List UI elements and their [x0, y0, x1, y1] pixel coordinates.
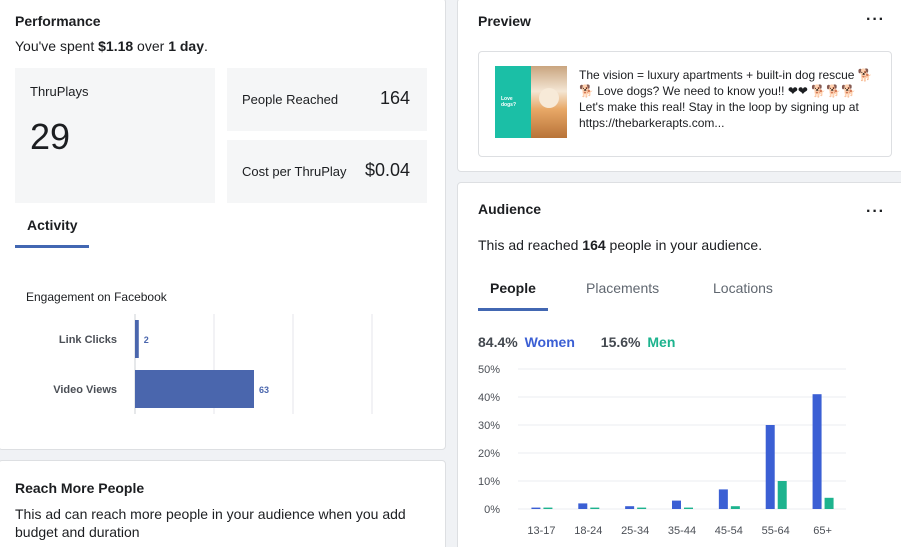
tab-locations[interactable]: Locations: [713, 280, 773, 296]
audience-reach-summary: This ad reached 164 people in your audie…: [478, 237, 763, 253]
gender-split: 84.4% Women 15.6% Men: [478, 334, 675, 350]
spend-summary: You've spent $1.18 over 1 day.: [15, 38, 208, 54]
audience-more-options-icon[interactable]: ···: [866, 203, 885, 220]
audience-bar-women: [672, 500, 681, 509]
engagement-bar: [135, 370, 254, 408]
audience-x-tick-label: 55-64: [762, 525, 790, 537]
audience-bar-women: [718, 489, 728, 509]
audience-bar-men: [590, 507, 600, 509]
performance-title: Performance: [15, 13, 101, 29]
audience-y-tick-label: 40%: [478, 392, 500, 404]
engagement-value-label: 63: [259, 385, 269, 395]
audience-x-tick-label: 13-17: [527, 525, 555, 537]
men-percent: 15.6%: [600, 334, 641, 350]
audience-bar-women: [765, 425, 775, 509]
reach-more-card: Reach More People This ad can reach more…: [0, 460, 446, 547]
engagement-bar: [135, 320, 139, 358]
preview-card: Preview ··· Love dogs? The vision = luxu…: [457, 0, 901, 172]
audience-x-tick-label: 35-44: [668, 525, 696, 537]
audience-bar-women: [531, 507, 541, 509]
ad-thumbnail-text: Love dogs?: [501, 96, 516, 108]
ad-text: The vision = luxury apartments + built-i…: [579, 68, 873, 130]
engagement-title: Engagement on Facebook: [26, 290, 167, 304]
ad-thumbnail: Love dogs?: [495, 66, 567, 138]
audience-bar-men: [684, 507, 693, 509]
age-gender-chart: 0% 10% 20% 30% 40% 50% 13-17 18-24 25-34 35-44 45-…: [478, 364, 846, 537]
engagement-category-label: Video Views: [53, 384, 117, 396]
audience-bar-women: [625, 506, 635, 509]
audience-card: Audience ··· This ad reached 164 people …: [457, 182, 901, 547]
preview-more-options-icon[interactable]: ···: [866, 11, 885, 28]
ad-preview-box[interactable]: Love dogs? The vision = luxury apartment…: [478, 51, 892, 157]
cost-per-thruplay-tile: Cost per ThruPlay $0.04: [227, 140, 427, 203]
audience-y-tick-label: 10%: [478, 476, 500, 488]
people-tab-underline: [478, 308, 548, 311]
tab-activity[interactable]: Activity: [27, 217, 78, 233]
cost-per-thruplay-value: $0.04: [364, 160, 410, 180]
tab-placements[interactable]: Placements: [586, 280, 660, 296]
engagement-category-label: Link Clicks: [59, 334, 117, 346]
men-label: Men: [647, 334, 676, 350]
people-reached-label: People Reached: [242, 92, 339, 107]
audience-x-tick-label: 65+: [813, 525, 832, 537]
women-percent: 84.4%: [478, 334, 518, 350]
thruplays-tile: ThruPlays 29: [15, 68, 215, 203]
performance-card: Performance You've spent $1.18 over 1 da…: [0, 0, 446, 450]
people-reached-tile: People Reached 164: [227, 68, 427, 131]
spend-duration: 1 day: [168, 38, 204, 54]
audience-bar-men: [543, 507, 553, 509]
spend-amount: $1.18: [98, 38, 134, 54]
audience-title: Audience: [478, 201, 542, 217]
audience-y-tick-label: 20%: [478, 448, 500, 460]
dog-photo-icon: [531, 66, 567, 138]
people-reached-value: 164: [379, 88, 410, 108]
audience-x-tick-label: 45-54: [715, 525, 743, 537]
audience-bar-women: [578, 503, 588, 509]
audience-y-tick-label: 0%: [484, 504, 500, 516]
audience-bar-men: [824, 497, 834, 509]
thruplays-value: 29: [30, 116, 71, 157]
audience-bar-men: [637, 507, 647, 509]
engagement-value-label: 2: [144, 335, 149, 345]
engagement-chart: Link Clicks 2 Video Views 63: [53, 314, 373, 414]
audience-x-tick-label: 18-24: [574, 525, 602, 537]
women-label: Women: [524, 334, 575, 350]
audience-bar-men: [777, 481, 787, 509]
reach-more-title: Reach More People: [15, 480, 145, 496]
preview-title: Preview: [478, 13, 531, 29]
activity-tab-underline: [15, 245, 89, 248]
audience-reach-count: 164: [582, 237, 606, 253]
ad-thumbnail-teal-panel: Love dogs?: [495, 66, 531, 138]
reach-more-text: This ad can reach more people in your au…: [15, 506, 406, 540]
cost-per-thruplay-label: Cost per ThruPlay: [242, 164, 347, 179]
audience-x-tick-label: 25-34: [621, 525, 649, 537]
audience-bar-men: [730, 506, 740, 509]
tab-people[interactable]: People: [490, 280, 536, 296]
audience-y-tick-label: 50%: [478, 364, 500, 376]
thruplays-label: ThruPlays: [30, 84, 89, 99]
audience-y-tick-label: 30%: [478, 420, 500, 432]
audience-bar-women: [812, 394, 822, 509]
